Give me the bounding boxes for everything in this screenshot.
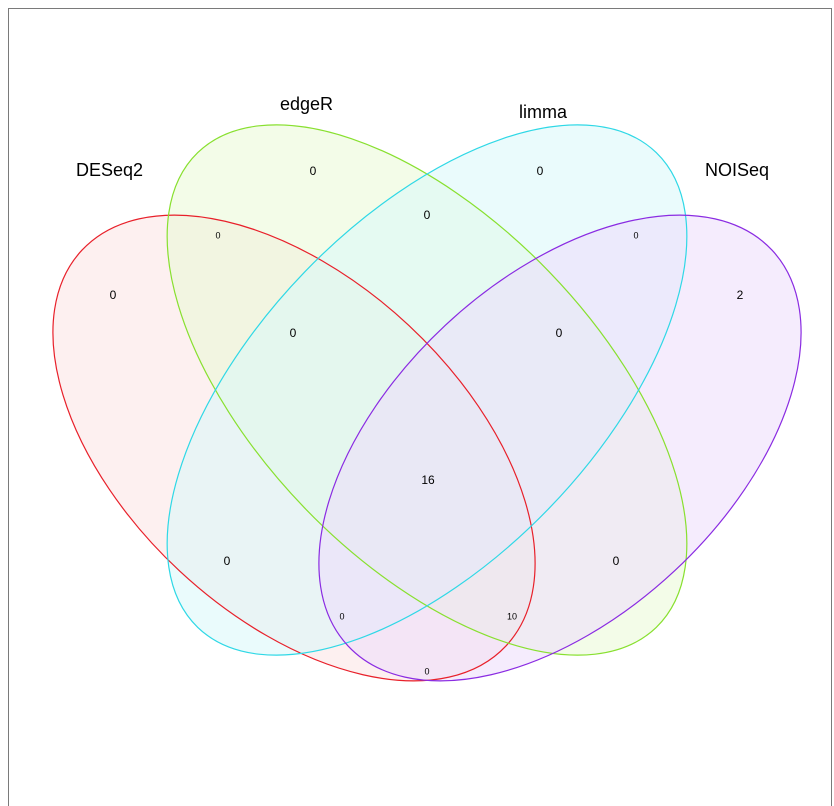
count-deseq2-edger-limma: 0 [290,326,297,340]
count-deseq2-noiseq: 0 [424,666,429,676]
count-deseq2-limma: 0 [224,554,231,568]
count-all-four: 16 [421,473,435,487]
count-edger-only: 0 [310,164,317,178]
set-outline-noiseq [318,214,802,682]
count-edger-noiseq: 0 [613,554,620,568]
count-deseq2-only: 0 [110,288,117,302]
count-noiseq-only: 2 [737,288,744,302]
set-label-edger: edgeR [280,94,333,114]
set-outline-limma [166,124,688,656]
set-outline-edger [166,124,688,656]
count-edger-limma-noiseq: 0 [556,326,563,340]
count-deseq2-limma-noiseq: 10 [507,611,517,621]
set-label-limma: limma [519,102,568,122]
set-label-noiseq: NOISeq [705,160,769,180]
plot-frame [8,8,832,806]
set-label-deseq2: DESeq2 [76,160,143,180]
count-edger-limma: 0 [424,208,431,222]
set-outline-deseq2 [52,214,536,682]
count-deseq2-edger: 0 [215,230,220,240]
count-limma-only: 0 [537,164,544,178]
count-deseq2-edger-noiseq: 0 [339,611,344,621]
count-limma-noiseq: 0 [633,230,638,240]
